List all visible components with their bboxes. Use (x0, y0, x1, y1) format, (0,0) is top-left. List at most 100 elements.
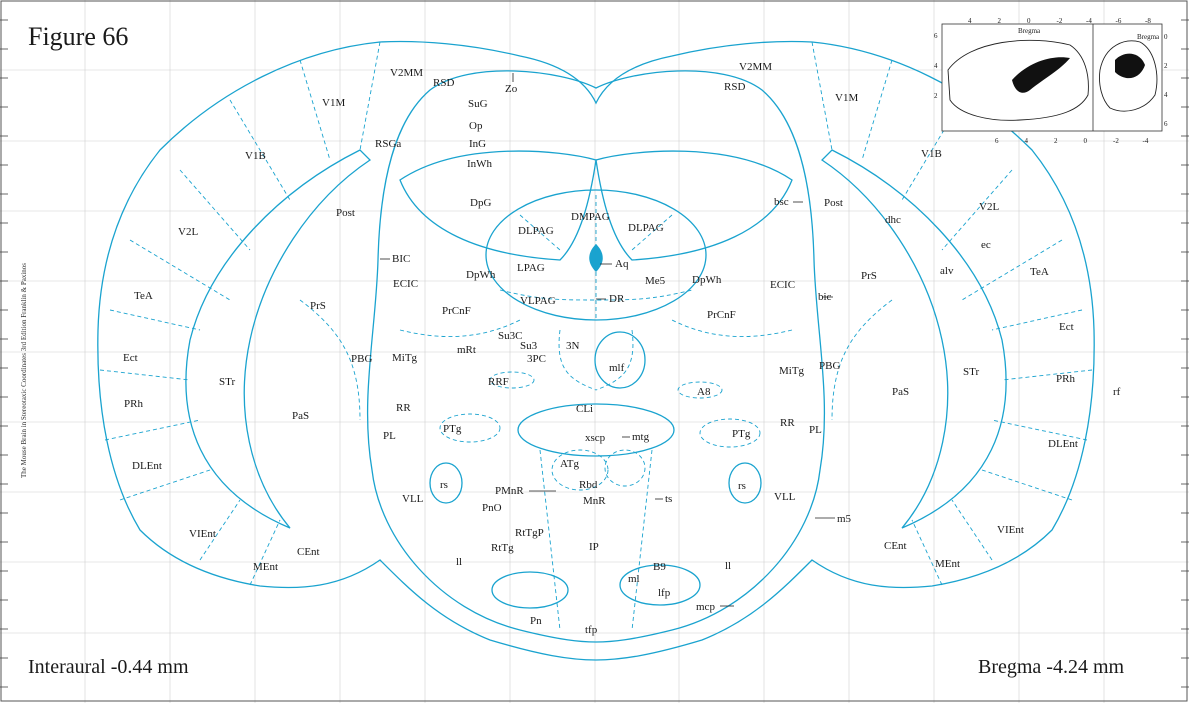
region-label: PrS (861, 270, 877, 282)
region-label: BIC (392, 253, 410, 265)
region-label: m5 (837, 513, 852, 525)
region-label: PL (809, 424, 822, 436)
dashed-boundary (699, 418, 761, 448)
region-label: ATg (560, 458, 579, 470)
dashed-boundary (489, 371, 535, 389)
region-label: DMPAG (571, 211, 610, 223)
region-label: PTg (732, 428, 751, 440)
region-label: mlf (609, 362, 625, 374)
region-label: PL (383, 430, 396, 442)
inset-bregma-label: Bregma (1018, 27, 1041, 35)
hippocampus-right (820, 149, 1007, 529)
region-label: ec (981, 239, 991, 251)
inset-tick-label: 0 (1084, 137, 1088, 145)
region-label: Post (336, 207, 355, 219)
mlf (594, 331, 646, 389)
dashed-boundary (439, 413, 501, 443)
inset-tick-label: 2 (934, 92, 938, 100)
region-label: V2L (178, 226, 198, 238)
region-label: Op (469, 120, 483, 132)
region-label: 3N (566, 340, 580, 352)
region-label: Ect (1059, 321, 1074, 333)
ruler-ticks (0, 19, 1189, 688)
region-label: Su3C (498, 330, 522, 342)
region-label: InWh (467, 158, 493, 170)
region-label: PrCnF (707, 309, 736, 321)
region-label: STr (963, 366, 979, 378)
inset-tick-label: 4 (968, 17, 972, 25)
inset-tick-label: -4 (1143, 137, 1149, 145)
region-label: InG (469, 138, 486, 150)
brain-outline (97, 40, 1095, 661)
pag-region (485, 189, 707, 321)
region-labels: V2MM RSD V1M RSGa V1B Post V2L TeA PrS E… (123, 61, 1121, 636)
inset-tick-label: 2 (1164, 62, 1168, 70)
region-label: DLEnt (1048, 438, 1078, 450)
region-label: Su3 (520, 340, 538, 352)
region-label: ml (628, 573, 640, 585)
rs-right (728, 462, 762, 504)
leader-lines (380, 73, 835, 607)
inset-tick-label: 6 (934, 32, 938, 40)
region-label: dhc (885, 214, 901, 226)
region-label: B9 (653, 561, 666, 573)
region-label: ts (665, 493, 672, 505)
region-label: A8 (697, 386, 711, 398)
interaural-coordinate: Interaural -0.44 mm (28, 656, 189, 678)
region-label: CEnt (884, 540, 907, 552)
dashed-boundary (677, 381, 723, 399)
region-label: RtTg (491, 542, 514, 554)
dashed-boundary (399, 195, 793, 631)
inset-tick-label: 0 (1164, 33, 1168, 41)
region-label: PBG (351, 353, 372, 365)
region-label: V1M (322, 97, 345, 109)
region-label: mtg (632, 431, 650, 443)
inset-tick-label: -2 (1057, 17, 1063, 25)
region-label: mRt (457, 344, 476, 356)
inset-bregma-label: Bregma (1137, 33, 1160, 41)
region-label: alv (940, 265, 954, 277)
region-label: mcp (696, 601, 715, 613)
inset-ventricle (1012, 57, 1070, 93)
region-label: PRh (1056, 373, 1075, 385)
pontine-region (517, 403, 675, 457)
region-label: PrCnF (442, 305, 471, 317)
inset-tick-label: -2 (1113, 137, 1119, 145)
region-label: RR (780, 417, 795, 429)
region-label: 3PC (527, 353, 546, 365)
region-label: V2MM (739, 61, 772, 73)
pn-left (491, 571, 569, 609)
region-label: VLL (774, 491, 796, 503)
region-label: RSD (433, 77, 454, 89)
dashed-boundary (811, 41, 1093, 586)
inset-tick-label: -6 (1116, 17, 1122, 25)
inset-tick-label: -8 (1145, 17, 1151, 25)
region-label: DpWh (692, 274, 722, 286)
region-label: PnO (482, 502, 502, 514)
region-label: MiTg (392, 352, 418, 364)
region-label: xscp (585, 432, 606, 444)
region-label: VIEnt (997, 524, 1024, 536)
region-label: PaS (892, 386, 909, 398)
figure-title: Figure 66 (28, 22, 128, 51)
inset-cerebellum (1115, 53, 1145, 79)
region-label: STr (219, 376, 235, 388)
dashed-boundary (551, 449, 609, 491)
dashed-boundary (99, 41, 381, 586)
region-label: V2MM (390, 67, 423, 79)
region-label: DLPAG (518, 225, 554, 237)
inset-brain-map: Bregma Bregma 4 2 0 -2 -4 -6 -8 6 4 2 0 -2 -4 6 4 2 0 2 4 6 (934, 17, 1168, 145)
region-label: PBG (819, 360, 840, 372)
inset-tick-label: -4 (1086, 17, 1092, 25)
region-label: Ect (123, 352, 138, 364)
region-label: IP (589, 541, 599, 553)
region-label: Post (824, 197, 843, 209)
rs-left (429, 462, 463, 504)
region-label: tfp (585, 624, 598, 636)
inset-tick-label: 2 (998, 17, 1002, 25)
region-label: VLPAG (520, 295, 556, 307)
region-label: Pn (530, 615, 542, 627)
region-label: MnR (583, 495, 606, 507)
